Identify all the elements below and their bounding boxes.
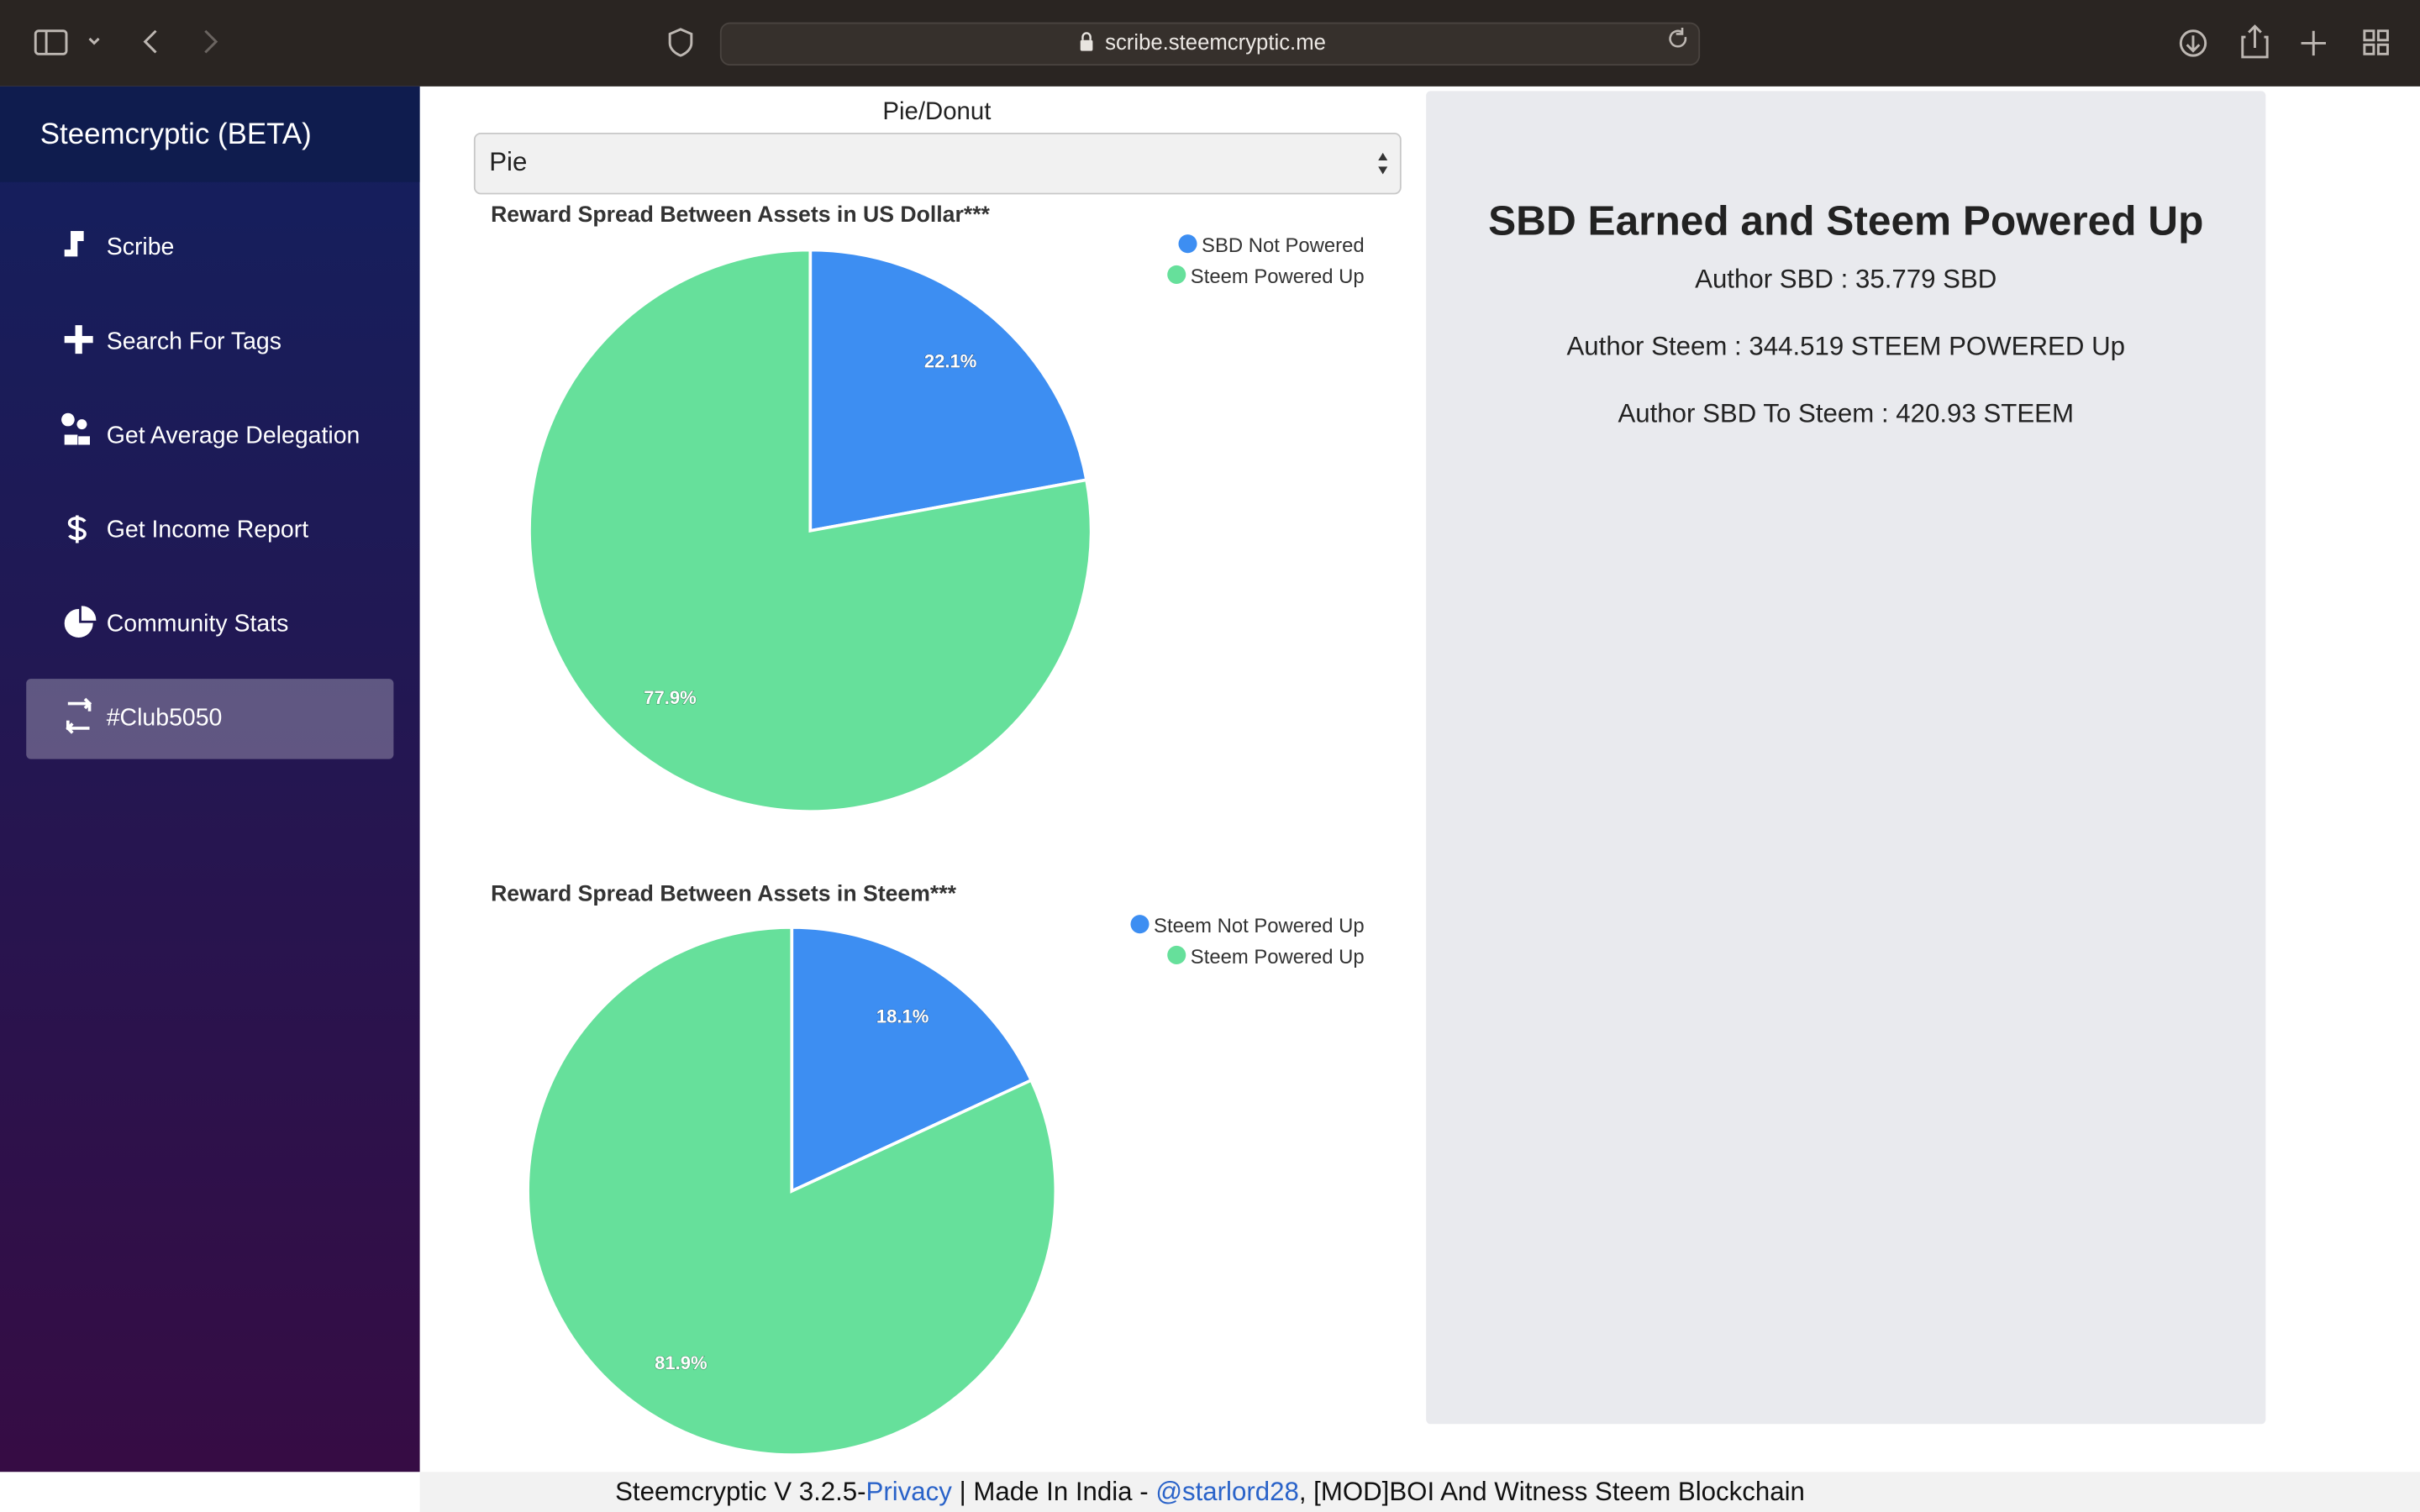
legend-label[interactable]: Steem Not Powered Up (1154, 915, 1365, 937)
panel-line: Author SBD To Steem : 420.93 STEEM (1618, 398, 2074, 428)
nav-icon (67, 515, 87, 543)
slice-label: 18.1% (876, 1005, 929, 1026)
sidebar-toggle[interactable] (34, 29, 68, 55)
nav-item[interactable]: Community Stats (64, 606, 289, 638)
privacy-icon[interactable] (668, 28, 693, 57)
nav-icon (64, 606, 97, 638)
legend-label[interactable]: SBD Not Powered (1202, 234, 1365, 257)
reload-button[interactable] (1669, 28, 1687, 48)
footer (419, 1472, 2420, 1512)
tab-menu[interactable] (88, 37, 100, 45)
summary-panel (1426, 91, 2266, 1425)
pie-slice[interactable] (790, 926, 1034, 1194)
back-button[interactable] (143, 29, 157, 54)
sidebar-header (0, 86, 420, 182)
share-button[interactable] (2241, 24, 2269, 59)
nav-label: Get Income Report (107, 516, 308, 543)
legend-marker (1178, 234, 1197, 254)
nav-item[interactable]: Scribe (64, 231, 175, 261)
pie-chart: Reward Spread Between Assets in Steem***… (491, 880, 1365, 1457)
slice-label: 81.9% (655, 1352, 708, 1373)
nav-active-bg (26, 679, 394, 759)
nav-label: Get Average Delegation (107, 422, 360, 449)
pie-slice[interactable] (808, 248, 1089, 533)
url: scribe.steemcryptic.me (1105, 31, 1326, 55)
toolbar-icons (34, 24, 2389, 59)
nav-label: #Club5050 (107, 704, 223, 731)
chart-title: Reward Spread Between Assets in US Dolla… (491, 202, 990, 227)
nav-icon (66, 697, 92, 734)
panel-title: SBD Earned and Steem Powered Up (1488, 197, 2203, 244)
nav-icon (61, 412, 90, 445)
slice-label: 77.9% (644, 687, 697, 708)
pie-chart: Reward Spread Between Assets in US Dolla… (491, 202, 1365, 813)
nav-item[interactable]: #Club5050 (26, 679, 394, 759)
pie-slice[interactable] (528, 248, 1093, 813)
pie-slice[interactable] (526, 926, 1058, 1457)
forward-button[interactable] (204, 29, 218, 54)
author-link[interactable]: @starlord28 (1155, 1477, 1299, 1506)
panel-line: Author SBD : 35.779 SBD (1695, 265, 1996, 294)
tab-overview[interactable] (2363, 29, 2375, 42)
footer-text: Steemcryptic V 3.2.5-Privacy | Made In I… (615, 1477, 1805, 1506)
charts: Reward Spread Between Assets in US Dolla… (491, 202, 1365, 1457)
brand-title[interactable]: Steemcryptic (BETA) (40, 118, 312, 150)
sidebar (0, 86, 420, 1473)
nav-item[interactable]: Get Income Report (67, 515, 309, 543)
selector-label: Pie/Donut (882, 97, 991, 125)
footer-credit: , [MOD]BOI And Witness Steem Blockchain (1299, 1477, 1805, 1506)
nav-label: Search For Tags (107, 328, 281, 354)
sidebar-nav: Scribe Search For Tags Get Average Delegat… (26, 231, 394, 759)
legend-marker (1167, 265, 1186, 284)
nav-item[interactable]: Search For Tags (64, 325, 281, 355)
panel-lines: Author SBD : 35.779 SBD Author Steem : 34… (1566, 265, 2125, 428)
select-value: Pie (489, 147, 527, 176)
chart-type-select[interactable] (473, 132, 1402, 195)
slice-label: 22.1% (924, 350, 977, 371)
chart-title: Reward Spread Between Assets in Steem*** (491, 880, 957, 906)
lock-icon (1080, 39, 1093, 51)
new-tab-button[interactable] (2301, 30, 2326, 56)
downloads-button[interactable] (2179, 29, 2207, 57)
panel-line: Author Steem : 344.519 STEEM POWERED Up (1566, 331, 2125, 360)
legend-marker (1130, 915, 1150, 934)
nav-icon (64, 325, 93, 354)
nav-label: Community Stats (107, 610, 289, 637)
privacy-link[interactable]: Privacy (866, 1477, 953, 1506)
nav-item[interactable]: Get Average Delegation (61, 412, 360, 449)
legend-label[interactable]: Steem Powered Up (1191, 265, 1365, 288)
address-bar[interactable] (719, 22, 1701, 66)
nav-label: Scribe (107, 234, 175, 260)
legend-marker (1167, 945, 1186, 964)
footer-made: | Made In India - (960, 1477, 1149, 1506)
nav-icon (64, 231, 84, 257)
select-arrows (1378, 152, 1388, 175)
legend-label[interactable]: Steem Powered Up (1191, 946, 1365, 969)
footer-version: Steemcryptic V 3.2.5- (615, 1477, 865, 1506)
